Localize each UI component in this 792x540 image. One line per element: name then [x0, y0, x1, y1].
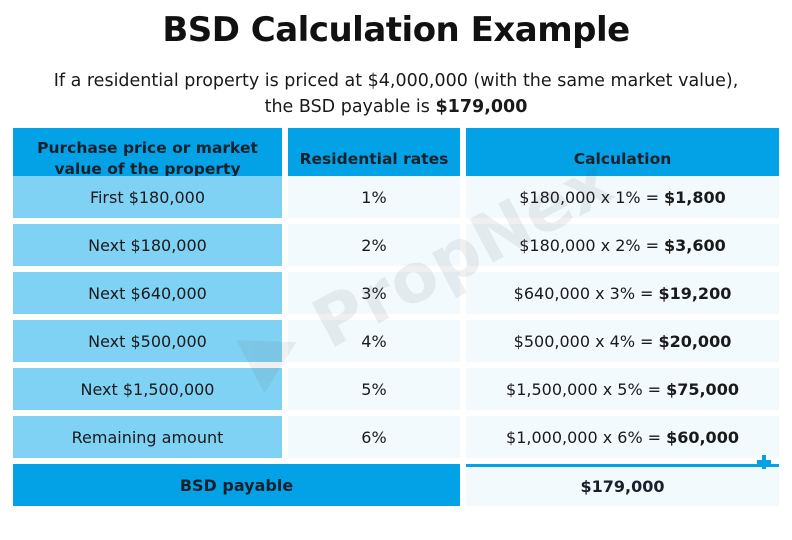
calc-cell: $1,000,000 x 6% = $60,000 — [466, 416, 779, 458]
calc-expression: $180,000 x 2% — [519, 235, 641, 255]
subtitle-prefix: the BSD payable is — [264, 97, 430, 117]
equals-sign: = — [640, 331, 654, 351]
equals-sign: = — [640, 283, 654, 303]
equals-sign: = — [645, 235, 660, 255]
calc-expression: $1,500,000 x 5% — [506, 379, 643, 399]
subtitle: If a residential property is priced at $… — [0, 68, 792, 120]
calc-cell: $500,000 x 4% = $20,000 — [466, 320, 779, 362]
calc-amount: $20,000 — [658, 331, 732, 351]
tier-cell: First $180,000 — [13, 176, 282, 218]
calc-expression: $640,000 x 3% — [513, 283, 636, 303]
bsd-table: Purchase price or market value of the pr… — [13, 128, 779, 506]
calc-amount: $60,000 — [666, 427, 739, 447]
calc-amount: $75,000 — [666, 379, 739, 399]
calc-amount: $1,800 — [664, 187, 726, 207]
rate-cell: 3% — [288, 272, 460, 314]
total-label: BSD payable — [13, 464, 460, 506]
rate-cell: 4% — [288, 320, 460, 362]
calc-cell: $640,000 x 3% = $19,200 — [466, 272, 779, 314]
calc-expression: $180,000 x 1% — [519, 187, 641, 207]
rate-cell: 1% — [288, 176, 460, 218]
equals-sign: = — [647, 379, 662, 399]
calc-expression: $500,000 x 4% — [513, 331, 636, 351]
calc-amount: $19,200 — [658, 283, 732, 303]
tier-cell: Next $1,500,000 — [13, 368, 282, 410]
equals-sign: = — [645, 187, 660, 207]
plus-icon — [757, 455, 771, 469]
subtitle-line-1: If a residential property is priced at $… — [53, 71, 739, 91]
total-value: $179,000 — [466, 464, 779, 506]
tier-cell: Next $500,000 — [13, 320, 282, 362]
page-title: BSD Calculation Example — [162, 10, 630, 50]
calc-cell: $180,000 x 2% = $3,600 — [466, 224, 779, 266]
equals-sign: = — [647, 427, 662, 447]
subtitle-amount: $179,000 — [435, 97, 528, 117]
tier-cell: Next $180,000 — [13, 224, 282, 266]
rate-cell: 2% — [288, 224, 460, 266]
tier-cell: Remaining amount — [13, 416, 282, 458]
calc-cell: $1,500,000 x 5% = $75,000 — [466, 368, 779, 410]
tier-cell: Next $640,000 — [13, 272, 282, 314]
calc-cell: $180,000 x 1% = $1,800 — [466, 176, 779, 218]
calc-expression: $1,000,000 x 6% — [506, 427, 643, 447]
rate-cell: 5% — [288, 368, 460, 410]
calc-amount: $3,600 — [664, 235, 726, 255]
rate-cell: 6% — [288, 416, 460, 458]
subtitle-line-2: the BSD payable is $179,000 — [0, 94, 792, 120]
